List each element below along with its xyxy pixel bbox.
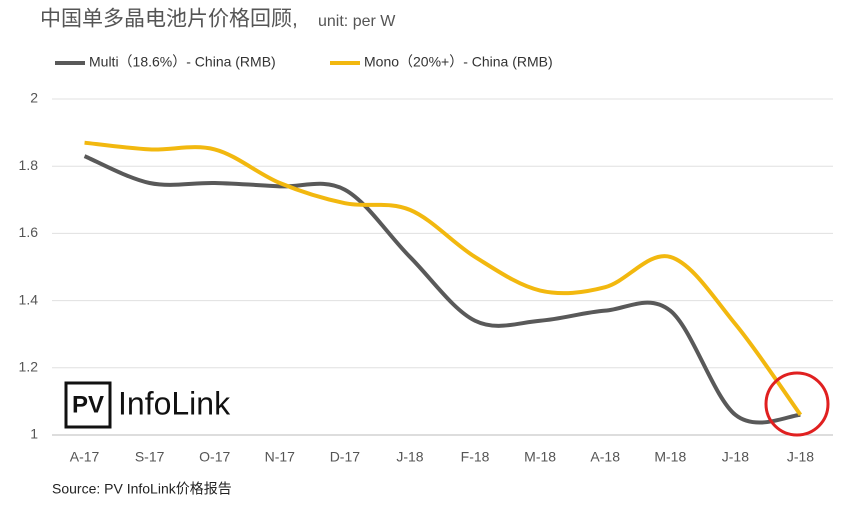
chart-title: 中国单多晶电池片价格回顾, bbox=[40, 8, 298, 31]
x-tick-label: S-17 bbox=[135, 449, 165, 465]
y-tick-label: 2 bbox=[30, 90, 38, 106]
series-line bbox=[84, 140, 803, 417]
chart-subtitle: unit: per W bbox=[318, 13, 396, 30]
y-tick-label: 1 bbox=[30, 426, 38, 442]
series-line bbox=[83, 154, 801, 425]
legend-label: Multi（18.6%）- China (RMB) bbox=[89, 54, 276, 70]
y-tick-label: 1.2 bbox=[19, 359, 39, 375]
y-tick-label: 1.8 bbox=[19, 157, 39, 173]
y-tick-label: 1.4 bbox=[19, 291, 39, 307]
highlight-circle bbox=[764, 371, 830, 437]
x-tick-label: F-18 bbox=[461, 449, 490, 465]
logo-frame bbox=[64, 381, 112, 429]
x-tick-label: M-18 bbox=[654, 449, 686, 465]
x-tick-label: D-17 bbox=[330, 449, 361, 465]
logo-text: InfoLink bbox=[118, 385, 231, 421]
source-note: Source: PV InfoLink价格报告 bbox=[52, 481, 232, 497]
y-tick-label: 1.6 bbox=[19, 224, 39, 240]
x-tick-label: J-18 bbox=[787, 449, 814, 465]
x-tick-label: J-18 bbox=[396, 449, 423, 465]
legend-label: Mono（20%+）- China (RMB) bbox=[364, 54, 553, 70]
x-tick-label: A-18 bbox=[590, 449, 620, 465]
x-tick-label: J-18 bbox=[722, 449, 749, 465]
x-tick-label: A-17 bbox=[70, 449, 100, 465]
logo-box-text: PV bbox=[72, 391, 104, 418]
x-tick-label: N-17 bbox=[265, 449, 296, 465]
x-tick-label: O-17 bbox=[199, 449, 230, 465]
x-tick-label: M-18 bbox=[524, 449, 556, 465]
